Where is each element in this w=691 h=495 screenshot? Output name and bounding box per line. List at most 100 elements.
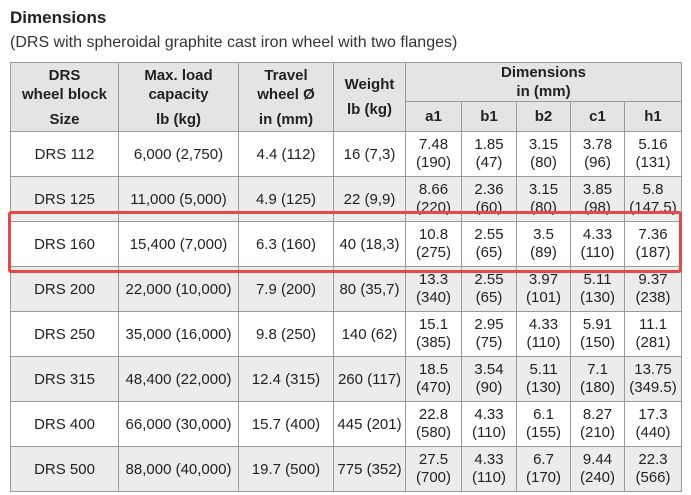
dimension-mm: (340) — [415, 289, 452, 306]
dimension-mm: (101) — [525, 289, 562, 306]
dimension-in: 22.3 — [638, 451, 668, 468]
dimension-mm: (210) — [579, 424, 616, 441]
cell-size: DRS 112 — [10, 131, 119, 177]
dimension-cell: 4.33 (110) — [461, 446, 517, 492]
cell-size: DRS 500 — [10, 446, 119, 492]
dimension-in: 7.1 — [587, 361, 608, 378]
dimension-mm: (96) — [584, 154, 611, 171]
dimension-in: 3.54 — [474, 361, 504, 378]
dimension-in: 4.33 — [528, 316, 559, 333]
dimension-in: 4.33 — [582, 226, 613, 243]
dimension-in: 5.11 — [583, 271, 612, 288]
dimension-cell: 5.16 (131) — [623, 131, 683, 177]
cell-size: DRS 315 — [10, 356, 119, 402]
dimension-cell: 1.85 (47) — [461, 131, 517, 177]
dimension-in: 4.33 — [474, 451, 504, 468]
row-highlight — [8, 211, 682, 273]
header-line: wheel block — [21, 85, 108, 103]
cell-weight: 22 (9,9) — [333, 176, 406, 222]
dimension-in: 2.55 — [474, 271, 504, 288]
dimension-cell: 15.1 (385) — [405, 311, 462, 357]
dimension-mm: (440) — [635, 424, 671, 441]
dimension-in: 11.1 — [638, 316, 668, 333]
dimension-in: 3.15 — [528, 136, 559, 153]
dimension-in: 3.85 — [582, 181, 613, 198]
dimension-mm: (130) — [579, 289, 616, 306]
dimension-mm: (110) — [580, 244, 615, 261]
dimension-cell: 3.78 (96) — [570, 131, 625, 177]
dimension-in: 9.37 — [638, 271, 668, 288]
dimension-mm: (80) — [530, 154, 557, 171]
dimension-mm: (131) — [635, 154, 671, 171]
dimension-mm: (110) — [472, 469, 506, 486]
dimension-in: 3.97 — [528, 271, 559, 288]
dimension-column-header: a1 — [405, 101, 462, 132]
dimension-cell: 3.15 (80) — [516, 176, 571, 222]
dimension-cell: 13.3 (340) — [405, 266, 462, 312]
cell-load: 6,000 (2,750) — [118, 131, 239, 177]
cell-travel: 4.4 (112) — [238, 131, 334, 177]
dimension-cell: 10.8 (275) — [405, 221, 462, 267]
dimension-in: 17.3 — [638, 406, 668, 423]
dimension-mm: (566) — [635, 469, 671, 486]
cell-load: 22,000 (10,000) — [118, 266, 239, 312]
dimension-cell: 9.37 (238) — [623, 266, 683, 312]
dimension-mm: (238) — [635, 289, 671, 306]
column-header: Travel wheel Ø in (mm) — [238, 62, 334, 132]
cell-size: DRS 125 — [10, 176, 119, 222]
dimension-in: 2.36 — [474, 181, 504, 198]
data-row: DRS 200 22,000 (10,000) 7.9 (200) 80 (35,7)… — [10, 266, 683, 312]
data-row: DRS 400 66,000 (30,000) 15.7 (400) 445 (201… — [10, 401, 683, 447]
dimension-in: 6.1 — [533, 406, 554, 423]
dimension-in: 22.8 — [418, 406, 449, 423]
dimension-cell: 2.55 (65) — [461, 266, 517, 312]
data-row: DRS 160 15,400 (7,000) 6.3 (160) 40 (18,3) 1… — [10, 221, 683, 267]
dimension-cell: 8.66 (220) — [405, 176, 462, 222]
cell-load: 88,000 (40,000) — [118, 446, 239, 492]
header-unit: Size — [49, 110, 80, 128]
header-line: Weight — [344, 76, 395, 93]
dimension-cell: 6.7 (170) — [516, 446, 571, 492]
dimension-mm: (155) — [525, 424, 562, 441]
cell-weight: 260 (117) — [333, 356, 406, 402]
data-row: DRS 500 88,000 (40,000) 19.7 (500) 775 (352… — [10, 446, 683, 492]
dimension-cell: 11.1 (281) — [623, 311, 683, 357]
dimension-mm: (470) — [415, 379, 452, 396]
dimension-in: 15.1 — [418, 316, 449, 333]
dimension-mm: (75) — [475, 334, 503, 351]
dimension-cell: 2.95 (75) — [461, 311, 517, 357]
dimension-cell: 2.36 (60) — [461, 176, 517, 222]
cell-load: 35,000 (16,000) — [118, 311, 239, 357]
dimension-mm: (187) — [635, 244, 671, 261]
dimension-mm: (110) — [472, 424, 506, 441]
dimension-in: 13.3 — [418, 271, 449, 288]
dimension-cell: 5.91 (150) — [570, 311, 625, 357]
dimension-in: 4.33 — [474, 406, 504, 423]
dimension-in: 3.78 — [582, 136, 613, 153]
header-line: Max. load — [144, 66, 213, 84]
dimension-cell: 7.1 (180) — [570, 356, 625, 402]
cell-size: DRS 200 — [10, 266, 119, 312]
dimension-cell: 3.15 (80) — [516, 131, 571, 177]
dimension-mm: (349.5) — [629, 379, 677, 396]
cell-weight: 80 (35,7) — [333, 266, 406, 312]
dimension-in: 3.15 — [528, 181, 559, 198]
dimension-mm: (385) — [415, 334, 452, 351]
dimension-in: 5.16 — [638, 136, 668, 153]
dimension-in: 13.75 — [634, 361, 672, 378]
title: Dimensions — [10, 8, 107, 27]
dimension-in: 27.5 — [418, 451, 449, 468]
data-row: DRS 315 48,400 (22,000) 12.4 (315) 260 (117… — [10, 356, 683, 402]
dimension-in: 8.66 — [418, 181, 449, 198]
dimension-mm: (170) — [525, 469, 562, 486]
column-header: Max. load capacity lb (kg) — [118, 62, 239, 132]
dimension-mm: (90) — [475, 379, 503, 396]
column-header: Weight lb (kg) — [333, 62, 406, 132]
header-line: Dimensions — [500, 64, 587, 81]
cell-size: DRS 160 — [10, 221, 119, 267]
dimension-cell: 2.55 (65) — [461, 221, 517, 267]
header-line: in (mm) — [516, 83, 571, 100]
dimension-in: 7.36 — [638, 226, 668, 243]
cell-load: 11,000 (5,000) — [118, 176, 239, 222]
dimension-in: 10.8 — [418, 226, 449, 243]
